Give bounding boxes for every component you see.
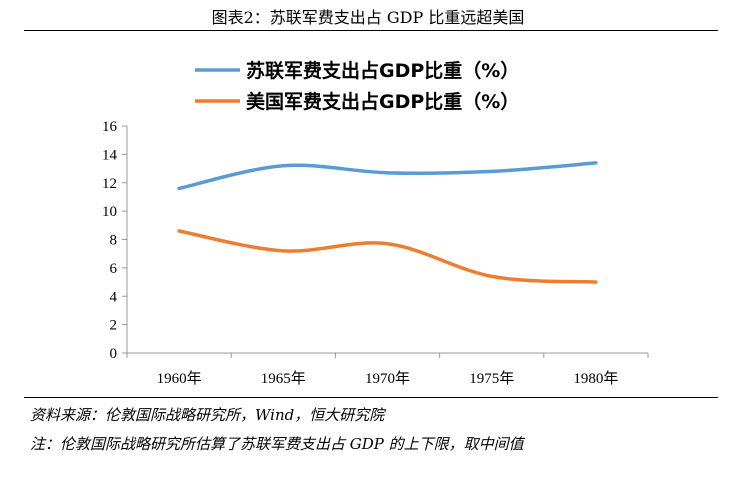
figure-title: 图表2：苏联军费支出占 GDP 比重远超美国: [211, 8, 525, 27]
line-chart: 0 2 4 6 8 10 12 14 16 1960年 1965年 1970年 1975年 1980年 苏联…: [102, 59, 649, 387]
source-text: 资料来源：伦敦国际战略研究所，Wind，恒大研究院: [30, 406, 385, 424]
y-tick-label: 4: [110, 289, 118, 305]
y-tick-label: 10: [102, 204, 117, 220]
legend-label-0: 苏联军费支出占GDP比重（%）: [246, 59, 519, 82]
y-tick-label: 6: [110, 261, 118, 277]
x-tick-label: 1980年: [573, 370, 618, 387]
series-line-1: [177, 229, 598, 284]
note-text: 注：伦敦国际战略研究所估算了苏联军费支出占 GDP 的上下限，取中间值: [30, 435, 524, 453]
legend-label-1: 美国军费支出占GDP比重（%）: [246, 90, 519, 113]
y-tick-label: 14: [102, 147, 118, 163]
x-tick-label: 1975年: [469, 370, 514, 387]
y-tick-label: 0: [110, 346, 118, 362]
y-tick-label: 12: [102, 176, 117, 192]
series-line-0: [177, 161, 598, 191]
x-tick-label: 1965年: [261, 370, 306, 387]
top-rule: [24, 30, 718, 31]
bottom-rule: [24, 397, 718, 398]
x-tick-label: 1970年: [365, 370, 410, 387]
y-tick-label: 8: [110, 233, 118, 249]
x-tick-label: 1960年: [157, 370, 202, 387]
y-tick-label: 2: [110, 318, 118, 334]
y-tick-label: 16: [102, 119, 118, 135]
